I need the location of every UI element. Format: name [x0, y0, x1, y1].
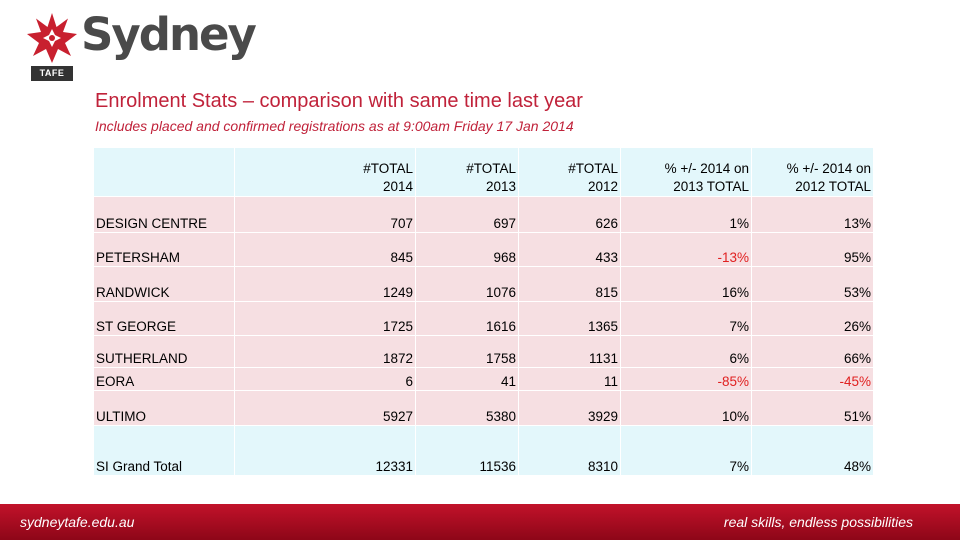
- header-line: % +/- 2014 on: [664, 161, 749, 176]
- percent-cell-negative: -45%: [751, 367, 874, 391]
- value-cell: 1365: [518, 301, 621, 336]
- value-cell: 6: [234, 367, 416, 391]
- header-cell-total-2014: #TOTAL 2014: [234, 147, 416, 197]
- site-name-cell: ST GEORGE: [93, 301, 235, 336]
- header-line: 2013 TOTAL: [673, 179, 749, 194]
- grand-total-row: SI Grand Total 12331 11536 8310 7% 48%: [93, 425, 874, 476]
- header-cell-total-2012: #TOTAL 2012: [518, 147, 621, 197]
- page-subtitle: Includes placed and confirmed registrati…: [95, 118, 574, 134]
- star-logo-icon: [27, 13, 77, 63]
- site-name-cell: EORA: [93, 367, 235, 391]
- value-cell: 5927: [234, 390, 416, 426]
- site-name-cell: ULTIMO: [93, 390, 235, 426]
- value-cell: 1249: [234, 266, 416, 302]
- header-line: #TOTAL: [363, 161, 413, 176]
- percent-cell: 53%: [751, 266, 874, 302]
- header-line: 2013: [485, 179, 516, 194]
- value-cell: 3929: [518, 390, 621, 426]
- percent-cell: 51%: [751, 390, 874, 426]
- table-row: SUTHERLAND 1872 1758 1131 6% 66%: [93, 335, 874, 368]
- percent-cell: 6%: [620, 335, 752, 368]
- value-cell: 5380: [415, 390, 519, 426]
- footer-bar: sydneytafe.edu.au real skills, endless p…: [0, 504, 960, 540]
- footer-website: sydneytafe.edu.au: [20, 514, 135, 530]
- percent-cell: 10%: [620, 390, 752, 426]
- table-row: ST GEORGE 1725 1616 1365 7% 26%: [93, 301, 874, 336]
- value-cell: 1076: [415, 266, 519, 302]
- percent-cell-negative: -85%: [620, 367, 752, 391]
- table-row: EORA 6 41 11 -85% -45%: [93, 367, 874, 391]
- value-cell: 11: [518, 367, 621, 391]
- percent-cell: 7%: [620, 301, 752, 336]
- table-row: PETERSHAM 845 968 433 -13% 95%: [93, 232, 874, 267]
- value-cell: 11536: [415, 425, 519, 476]
- value-cell: 707: [234, 196, 416, 233]
- header-line: 2012: [587, 179, 618, 194]
- table-row: DESIGN CENTRE 707 697 626 1% 13%: [93, 196, 874, 233]
- site-name-cell: PETERSHAM: [93, 232, 235, 267]
- footer-tagline: real skills, endless possibilities: [723, 514, 913, 530]
- tafe-badge: TAFE: [31, 66, 73, 81]
- percent-cell-negative: -13%: [620, 232, 752, 267]
- header-cell-site: [93, 147, 235, 197]
- header-cell-total-2013: #TOTAL 2013: [415, 147, 519, 197]
- header-cell-change-2013: % +/- 2014 on 2013 TOTAL: [620, 147, 752, 197]
- percent-cell: 26%: [751, 301, 874, 336]
- percent-cell: 48%: [751, 425, 874, 476]
- table-row: RANDWICK 1249 1076 815 16% 53%: [93, 266, 874, 302]
- value-cell: 1725: [234, 301, 416, 336]
- value-cell: 1758: [415, 335, 519, 368]
- value-cell: 697: [415, 196, 519, 233]
- value-cell: 1616: [415, 301, 519, 336]
- sydney-tafe-logo: Sydney TAFE: [26, 8, 257, 84]
- value-cell: 41: [415, 367, 519, 391]
- header-line: 2014: [382, 179, 413, 194]
- value-cell: 8310: [518, 425, 621, 476]
- value-cell: 433: [518, 232, 621, 267]
- table-row: ULTIMO 5927 5380 3929 10% 51%: [93, 390, 874, 426]
- percent-cell: 1%: [620, 196, 752, 233]
- percent-cell: 95%: [751, 232, 874, 267]
- value-cell: 626: [518, 196, 621, 233]
- percent-cell: 66%: [751, 335, 874, 368]
- site-name-cell: RANDWICK: [93, 266, 235, 302]
- site-name-cell: SUTHERLAND: [93, 335, 235, 368]
- site-name-cell: DESIGN CENTRE: [93, 196, 235, 233]
- site-name-cell: SI Grand Total: [93, 425, 235, 476]
- value-cell: 1131: [518, 335, 621, 368]
- value-cell: 845: [234, 232, 416, 267]
- logo-wordmark: Sydney: [81, 8, 257, 61]
- percent-cell: 7%: [620, 425, 752, 476]
- percent-cell: 13%: [751, 196, 874, 233]
- header-line: 2012 TOTAL: [795, 179, 871, 194]
- header-line: % +/- 2014 on: [786, 161, 871, 176]
- value-cell: 968: [415, 232, 519, 267]
- value-cell: 815: [518, 266, 621, 302]
- percent-cell: 16%: [620, 266, 752, 302]
- header-cell-change-2012: % +/- 2014 on 2012 TOTAL: [751, 147, 874, 197]
- page-title: Enrolment Stats – comparison with same t…: [95, 90, 583, 112]
- table-header-row: #TOTAL 2014 #TOTAL 2013 #TOTAL 2012 % +/- 2…: [93, 147, 874, 197]
- header-line: #TOTAL: [466, 161, 516, 176]
- enrolment-stats-table: #TOTAL 2014 #TOTAL 2013 #TOTAL 2012 % +/- 2…: [93, 147, 874, 476]
- value-cell: 1872: [234, 335, 416, 368]
- header-line: #TOTAL: [568, 161, 618, 176]
- value-cell: 12331: [234, 425, 416, 476]
